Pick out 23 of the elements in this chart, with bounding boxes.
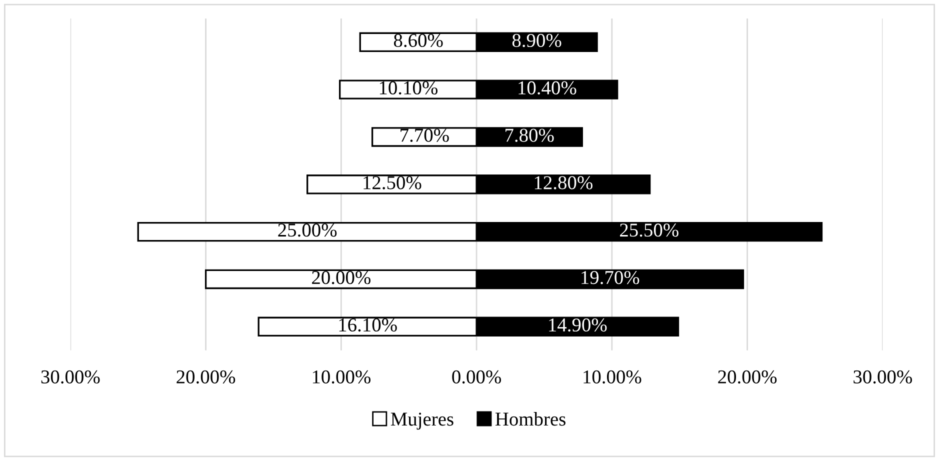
data-label: 25.00% (278, 224, 337, 237)
data-label: 16.10% (339, 318, 397, 332)
data-label: 7.70% (400, 128, 449, 142)
data-label: 19.70% (582, 270, 640, 284)
data-label: 8.60% (394, 34, 443, 48)
data-label: 14.90% (549, 318, 607, 332)
x-tick-label: 30.00% (41, 370, 100, 384)
data-label: 10.10% (380, 81, 438, 95)
data-label: 7.80% (506, 128, 554, 142)
x-tick-label: 0.00% (452, 370, 501, 384)
data-label: 25.50% (620, 224, 678, 237)
text: Hombres (495, 412, 566, 426)
data-label: 12.50% (364, 176, 422, 190)
x-tick-label: 20.00% (176, 370, 236, 384)
legend-label: Mujeres (390, 412, 454, 430)
x-tick-label: 10.00% (312, 370, 370, 384)
data-label: 12.80% (534, 176, 592, 190)
x-tick-label: 20.00% (718, 370, 777, 384)
data-label: 20.00% (312, 270, 370, 284)
x-tick-label: 10.00% (584, 370, 642, 384)
x-tick-label: 30.00% (854, 370, 912, 384)
data-label: 8.90% (512, 34, 562, 48)
data-label: 10.40% (518, 81, 576, 95)
